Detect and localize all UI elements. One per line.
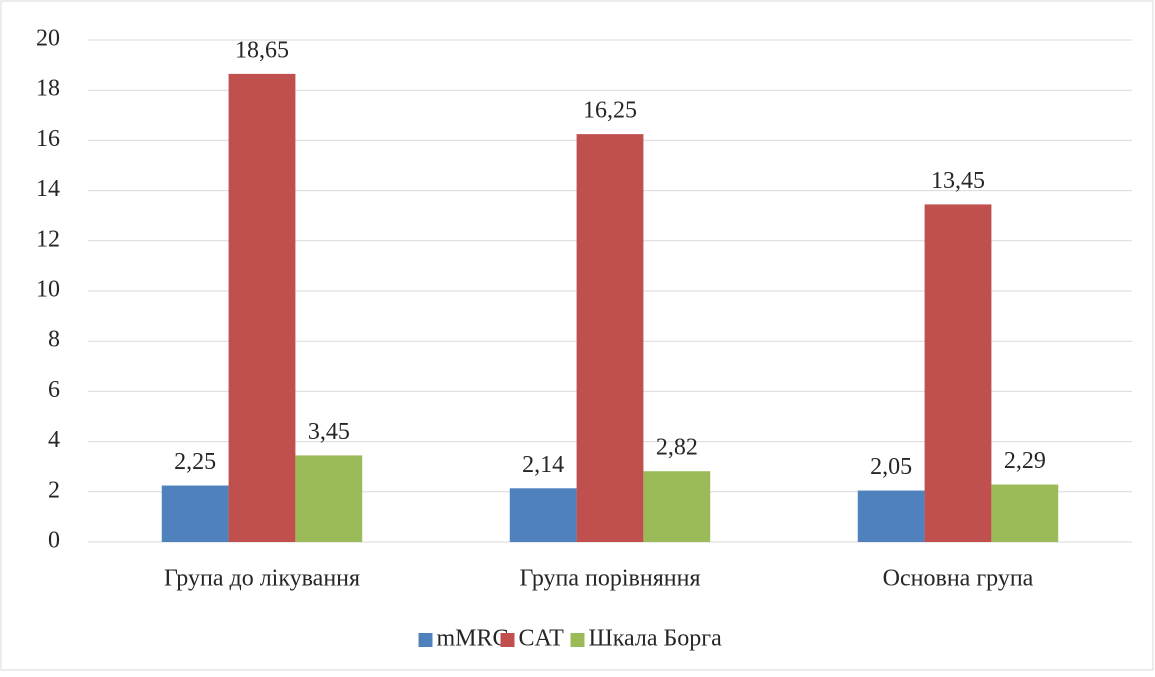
data-label: 2,25 xyxy=(174,449,216,475)
data-label: 13,45 xyxy=(931,168,985,194)
data-label: 2,82 xyxy=(656,435,698,461)
bar xyxy=(643,471,711,542)
y-tick-label: 6 xyxy=(48,377,60,403)
y-tick-label: 10 xyxy=(36,277,60,303)
y-tick-label: 2 xyxy=(48,477,60,503)
y-tick-label: 16 xyxy=(36,126,60,152)
bar xyxy=(228,73,296,542)
data-label: 16,25 xyxy=(583,98,637,124)
y-tick-label: 14 xyxy=(36,176,60,202)
bar xyxy=(161,485,229,542)
bar xyxy=(991,484,1059,542)
x-tick-label: Група до лікування xyxy=(164,566,360,592)
x-tick-label: Основна група xyxy=(883,566,1034,592)
legend-swatch xyxy=(500,633,515,647)
bar xyxy=(857,490,925,542)
bar xyxy=(509,488,577,542)
y-tick-label: 8 xyxy=(48,327,60,353)
legend-label: Шкала Борга xyxy=(589,626,723,652)
legend-label: mMRC xyxy=(437,626,509,652)
data-label: 18,65 xyxy=(235,37,289,63)
x-tick-label: Група порівняння xyxy=(520,566,701,592)
legend-swatch xyxy=(418,633,433,647)
bar xyxy=(295,455,363,542)
data-label: 2,14 xyxy=(522,452,564,478)
data-label: 3,45 xyxy=(308,419,350,445)
bar xyxy=(576,134,644,542)
y-tick-label: 18 xyxy=(36,76,60,102)
y-tick-label: 4 xyxy=(48,427,60,453)
y-tick-label: 0 xyxy=(48,528,60,554)
data-label: 2,05 xyxy=(870,454,912,480)
legend-swatch xyxy=(570,633,585,647)
legend-label: CAT xyxy=(519,626,565,652)
y-tick-label: 12 xyxy=(36,226,60,252)
y-tick-label: 20 xyxy=(36,26,60,52)
bar xyxy=(924,204,992,542)
data-label: 2,29 xyxy=(1004,448,1046,474)
